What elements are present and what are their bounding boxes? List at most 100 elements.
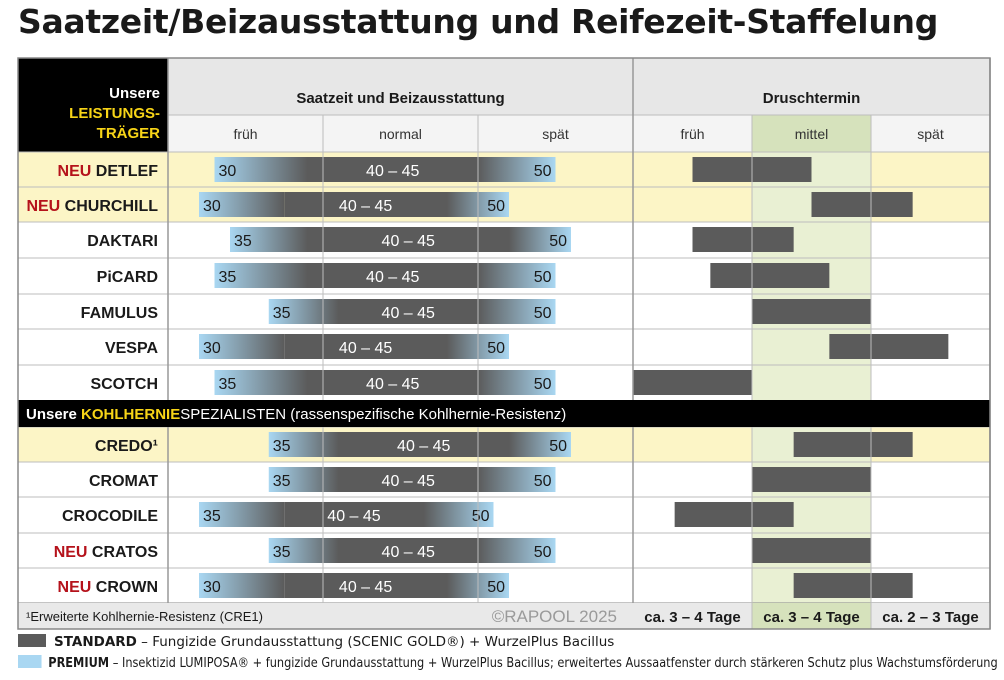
variety-name-text: FAMULUS — [81, 305, 159, 322]
premium-start-bar — [214, 157, 308, 182]
sow-end-label: 50 — [534, 163, 552, 180]
variety-row: CROMAT 35 40 – 45 50 — [89, 467, 871, 492]
premium-start-bar — [214, 263, 308, 288]
variety-name-text: SCOTCH — [90, 376, 158, 393]
variety-name: CROCODILE — [62, 508, 158, 525]
saatzeit-header: Saatzeit und Beizausstattung — [296, 90, 504, 107]
sow-end-label: 50 — [549, 438, 567, 455]
variety-name-text: CRATOS — [92, 544, 158, 561]
variety-name: VESPA — [105, 340, 159, 357]
sow-start-label: 30 — [219, 163, 237, 180]
sow-end-label: 50 — [487, 340, 505, 357]
drusch-col-2: spät — [917, 126, 944, 142]
druschtermin-header: Druschtermin — [763, 90, 861, 107]
variety-name: NEU CRATOS — [54, 544, 159, 561]
premium-start-bar — [199, 192, 285, 217]
standard-bar — [284, 192, 448, 217]
section-kohlhernie-title: Unsere KOHLHERNIESPEZIALISTEN (rassenspe… — [26, 406, 566, 423]
harvest-bar — [752, 299, 871, 324]
variety-row: PiCARD 35 40 – 45 50 — [97, 263, 830, 288]
standard-bar — [338, 432, 510, 457]
page-title: Saatzeit/Beizausstattung und Reifezeit-S… — [18, 2, 939, 41]
standard-bar — [307, 370, 479, 395]
copyright: ©RAPOOL 2025 — [492, 607, 617, 626]
standard-range-label: 40 – 45 — [366, 376, 419, 393]
standard-range-label: 40 – 45 — [397, 438, 450, 455]
harvest-bar — [692, 227, 794, 252]
legend-premium-swatch — [18, 655, 42, 668]
drusch-days-1: ca. 3 – 4 Tage — [763, 609, 859, 626]
sow-end-label: 50 — [534, 544, 552, 561]
premium-start-bar — [268, 538, 339, 563]
sow-start-label: 35 — [273, 544, 291, 561]
row-highlight — [633, 187, 752, 222]
section-prefix: Unsere — [26, 406, 81, 423]
standard-bar — [284, 573, 448, 598]
variety-name-text: CROMAT — [89, 473, 158, 490]
variety-row: NEU CHURCHILL 30 40 – 45 50 — [18, 187, 990, 222]
standard-range-label: 40 – 45 — [366, 163, 419, 180]
legend-premium: PREMIUM – Insektizid LUMIPOSA® + fungizi… — [18, 655, 998, 671]
variety-name-text: VESPA — [105, 340, 159, 357]
mittel-header-bg — [752, 115, 871, 152]
corner-line3: TRÄGER — [97, 125, 161, 142]
footnote: ¹Erweiterte Kohlhernie-Resistenz (CRE1) — [26, 609, 263, 624]
variety-name: FAMULUS — [81, 305, 159, 322]
variety-row: DAKTARI 35 40 – 45 50 — [87, 227, 794, 252]
sow-start-label: 35 — [234, 233, 252, 250]
sow-end-label: 50 — [534, 473, 552, 490]
sow-start-label: 35 — [273, 438, 291, 455]
corner-box — [18, 58, 168, 152]
standard-range-label: 40 – 45 — [382, 544, 435, 561]
premium-start-bar — [230, 227, 308, 252]
sow-end-label: 50 — [487, 579, 505, 596]
premium-start-bar — [214, 370, 308, 395]
premium-end-bar — [478, 370, 556, 395]
sow-start-label: 35 — [273, 473, 291, 490]
variety-name: PiCARD — [97, 269, 158, 286]
harvest-bar — [752, 467, 871, 492]
legend-standard-title: STANDARD — [54, 634, 137, 650]
variety-name-text: DAKTARI — [87, 233, 158, 250]
variety-row: CREDO¹ 35 40 – 45 50 — [18, 427, 990, 462]
drusch-col-0: früh — [680, 126, 704, 142]
variety-row: NEU CROWN 30 40 – 45 50 — [58, 573, 913, 598]
footer-note-bg — [18, 603, 633, 629]
premium-start-bar — [268, 299, 339, 324]
standard-range-label: 40 – 45 — [382, 233, 435, 250]
sow-end-label: 50 — [534, 305, 552, 322]
sow-end-label: 50 — [534, 269, 552, 286]
standard-bar — [307, 157, 479, 182]
standard-range-label: 40 – 45 — [327, 508, 380, 525]
premium-end-bar — [478, 299, 556, 324]
sow-end-label: 50 — [472, 508, 490, 525]
variety-name-text: CHURCHILL — [65, 198, 159, 215]
variety-name: NEU CROWN — [58, 579, 158, 596]
premium-end-bar — [423, 502, 494, 527]
sow-end-label: 50 — [487, 198, 505, 215]
harvest-bar — [633, 370, 752, 395]
standard-bar — [307, 263, 479, 288]
neu-badge: NEU — [26, 198, 64, 215]
premium-start-bar — [199, 573, 285, 598]
variety-name-text: DETLEF — [96, 163, 158, 180]
sow-start-label: 35 — [273, 305, 291, 322]
sow-start-label: 35 — [219, 376, 237, 393]
harvest-bar — [674, 502, 794, 527]
premium-end-bar — [478, 538, 556, 563]
premium-end-bar — [478, 157, 556, 182]
standard-bar — [338, 467, 479, 492]
table-border — [17, 57, 991, 630]
sow-start-label: 30 — [203, 340, 221, 357]
standard-range-label: 40 – 45 — [339, 579, 392, 596]
section-highlight: KOHLHERNIE — [81, 406, 180, 423]
standard-bar — [284, 502, 425, 527]
variety-row: SCOTCH 35 40 – 45 50 — [90, 370, 752, 395]
legend-standard: STANDARD – Fungizide Grundausstattung (S… — [18, 634, 614, 650]
premium-start-bar — [268, 432, 339, 457]
variety-row: NEU DETLEF 30 40 – 45 50 — [18, 152, 990, 187]
variety-name-text: CROWN — [96, 579, 158, 596]
row-highlight — [633, 427, 752, 462]
premium-end-bar — [509, 227, 571, 252]
variety-name: DAKTARI — [87, 233, 158, 250]
